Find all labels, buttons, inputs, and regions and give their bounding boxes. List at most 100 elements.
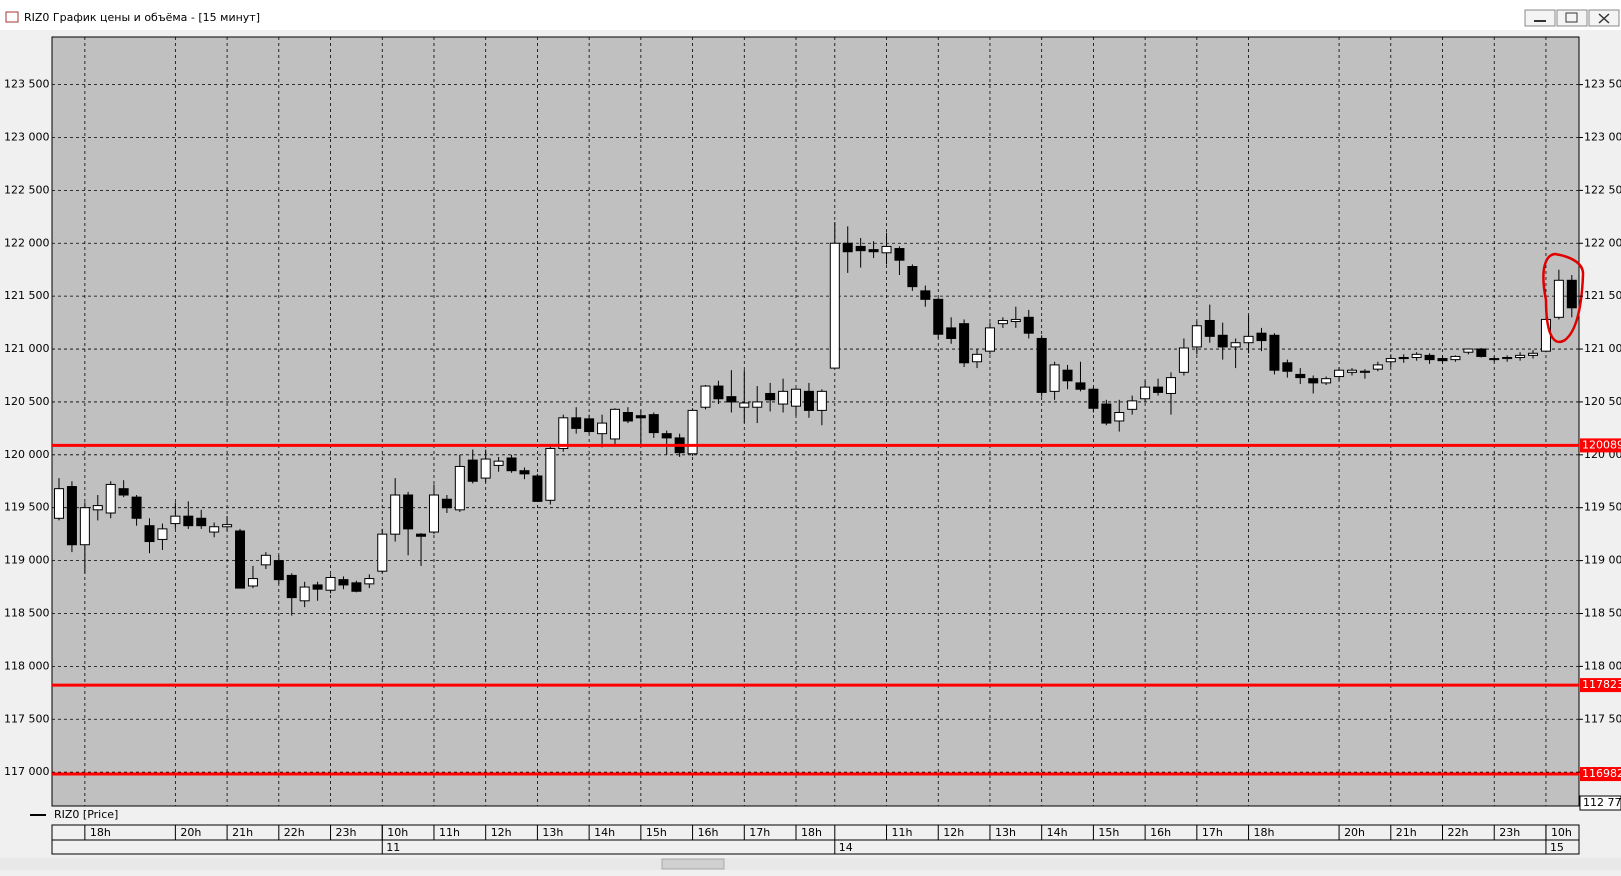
candle-body (1308, 378, 1319, 384)
candle-body (144, 525, 155, 543)
y-tick-label: 123 500 (4, 78, 50, 91)
candle-body (635, 415, 646, 419)
y-tick-label: 118 000 (4, 659, 50, 672)
minimize-button[interactable] (1524, 9, 1556, 27)
window-icon (5, 11, 19, 23)
maximize-icon (1565, 12, 1578, 23)
y-tick-label-right: 121 500 (1584, 289, 1621, 302)
candle-body (1101, 403, 1112, 424)
candle-body (1217, 334, 1228, 348)
x-tick-label: 23h (1499, 826, 1520, 839)
candle-body (1230, 342, 1241, 348)
candle-body (687, 409, 698, 455)
candle-body (118, 488, 129, 496)
candle-body (403, 494, 414, 530)
candle-body (1036, 337, 1047, 393)
grid (52, 37, 1579, 806)
title-bar (0, 0, 1621, 30)
candle-body (1334, 369, 1345, 378)
scrollbar[interactable] (0, 858, 1621, 870)
candle-body (713, 385, 724, 400)
candle-body (532, 475, 543, 502)
candle-body (907, 266, 918, 288)
level-label-box (1580, 678, 1621, 693)
candle-body (765, 392, 776, 401)
candle-body (428, 494, 439, 533)
candle-body (467, 459, 478, 482)
y-tick-label-right: 123 000 (1584, 130, 1621, 143)
candles (54, 222, 1577, 616)
candle-body (881, 245, 892, 254)
candle-body (597, 422, 608, 435)
hand-drawn-annotation (1542, 252, 1585, 343)
candle-body (506, 457, 517, 472)
x-tick-label: 13h (542, 826, 563, 839)
scrollbar-thumb[interactable] (661, 858, 725, 870)
candle-body (1010, 318, 1021, 323)
candle-body (196, 517, 207, 527)
candle-body (1049, 364, 1060, 392)
x-tick-label: 23h (336, 826, 357, 839)
candle-body (312, 584, 323, 590)
x-tick-label: 16h (1150, 826, 1171, 839)
candle-body (183, 515, 194, 527)
level-label-box (1580, 438, 1621, 453)
x-tick-label: 14h (1047, 826, 1068, 839)
candle-body (1204, 319, 1215, 337)
candle-body (1489, 358, 1500, 361)
y-tick-label-right: 119 500 (1584, 501, 1621, 514)
candle-body (1023, 316, 1034, 334)
x-tick-label: 22h (1448, 826, 1469, 839)
candle-body (545, 447, 556, 501)
candle-body (209, 526, 220, 533)
candle-body (1411, 353, 1422, 359)
candle-body (105, 483, 116, 514)
candle-body (273, 560, 284, 581)
candle-body (984, 327, 995, 352)
candle-body (829, 242, 840, 369)
candle-body (1424, 354, 1435, 361)
x-tick-label: 17h (749, 826, 770, 839)
level-label: 117823 (1582, 678, 1621, 691)
candle-body (1553, 279, 1564, 318)
x-tick-label: 10h (1551, 826, 1572, 839)
candle-body (157, 528, 168, 540)
candle-body (1140, 386, 1151, 400)
x-tick-label: 18h (1254, 826, 1275, 839)
candle-body (1075, 382, 1086, 390)
candle-body (325, 577, 336, 591)
candle-body (791, 388, 802, 407)
candle-body (286, 574, 297, 599)
candle-body (79, 507, 90, 546)
candle-body (519, 470, 530, 475)
y-tick-label-right: 121 000 (1584, 342, 1621, 355)
y-tick-label: 122 000 (4, 236, 50, 249)
candle-body (855, 245, 866, 252)
candle-body (1372, 364, 1383, 370)
bottom-axis-label: 112 770 (1583, 796, 1621, 809)
x-tick-label: 10h (387, 826, 408, 839)
candle-body (390, 494, 401, 535)
candle-body (1153, 386, 1164, 393)
candle-body (377, 533, 388, 572)
maximize-button[interactable] (1556, 9, 1588, 27)
x-tick-label: 20h (180, 826, 201, 839)
candle-body (1566, 279, 1577, 309)
candle-body (700, 385, 711, 408)
candle-body (493, 460, 504, 466)
candle-body (868, 249, 879, 253)
candle-body (752, 401, 763, 408)
candle-body (351, 582, 362, 592)
candle-body (260, 554, 271, 566)
candle-body (558, 417, 569, 449)
candle-body (235, 530, 246, 589)
x-tick-label: 21h (1396, 826, 1417, 839)
candle-body (1540, 318, 1551, 352)
candle-body (739, 402, 750, 408)
y-tick-label: 119 000 (4, 554, 50, 567)
candle-body (441, 498, 452, 509)
x-tick-label: 13h (995, 826, 1016, 839)
candle-body (1321, 378, 1332, 384)
candle-body (1191, 325, 1202, 348)
level-label-box (1580, 767, 1621, 782)
